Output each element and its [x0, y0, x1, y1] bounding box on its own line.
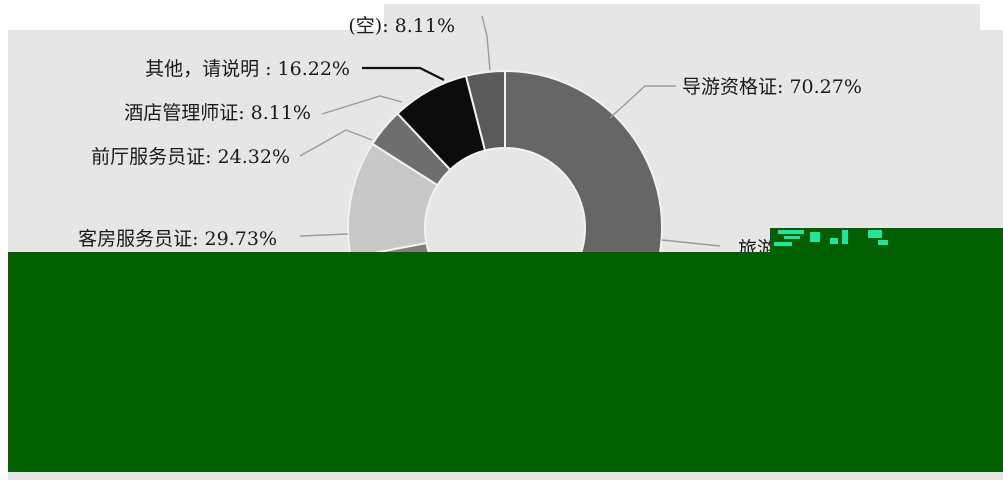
leader-line-6 — [321, 95, 403, 115]
noise-bit — [830, 238, 838, 244]
noise-bit — [878, 240, 888, 245]
slice-label-5: 前厅服务员证: 24.32% — [91, 146, 290, 168]
donut-slice-8 — [464, 69, 506, 152]
leader-line-7 — [362, 66, 445, 81]
noise-bit — [868, 230, 882, 238]
leader-line-5 — [299, 129, 373, 157]
occluding-noise-patch — [770, 228, 1003, 254]
noise-bit — [810, 232, 820, 242]
leader-line-4 — [299, 233, 349, 237]
noise-bit — [784, 236, 800, 239]
leader-line-2 — [661, 239, 721, 247]
slice-label-1: 导游资格证: 70.27% — [682, 76, 862, 98]
slice-label-6: 酒店管理师证: 8.11% — [124, 102, 311, 124]
occluding-block — [8, 252, 1003, 472]
slice-label-4: 客房服务员证: 29.73% — [78, 228, 277, 250]
slice-label-7: 其他，请说明 : 16.22% — [145, 58, 350, 80]
leader-line-8 — [481, 15, 491, 71]
noise-bit — [842, 230, 848, 244]
leader-line-1 — [609, 85, 676, 119]
slice-label-8: (空): 8.11% — [348, 15, 455, 37]
noise-bit — [778, 230, 804, 234]
noise-bit — [774, 242, 792, 246]
